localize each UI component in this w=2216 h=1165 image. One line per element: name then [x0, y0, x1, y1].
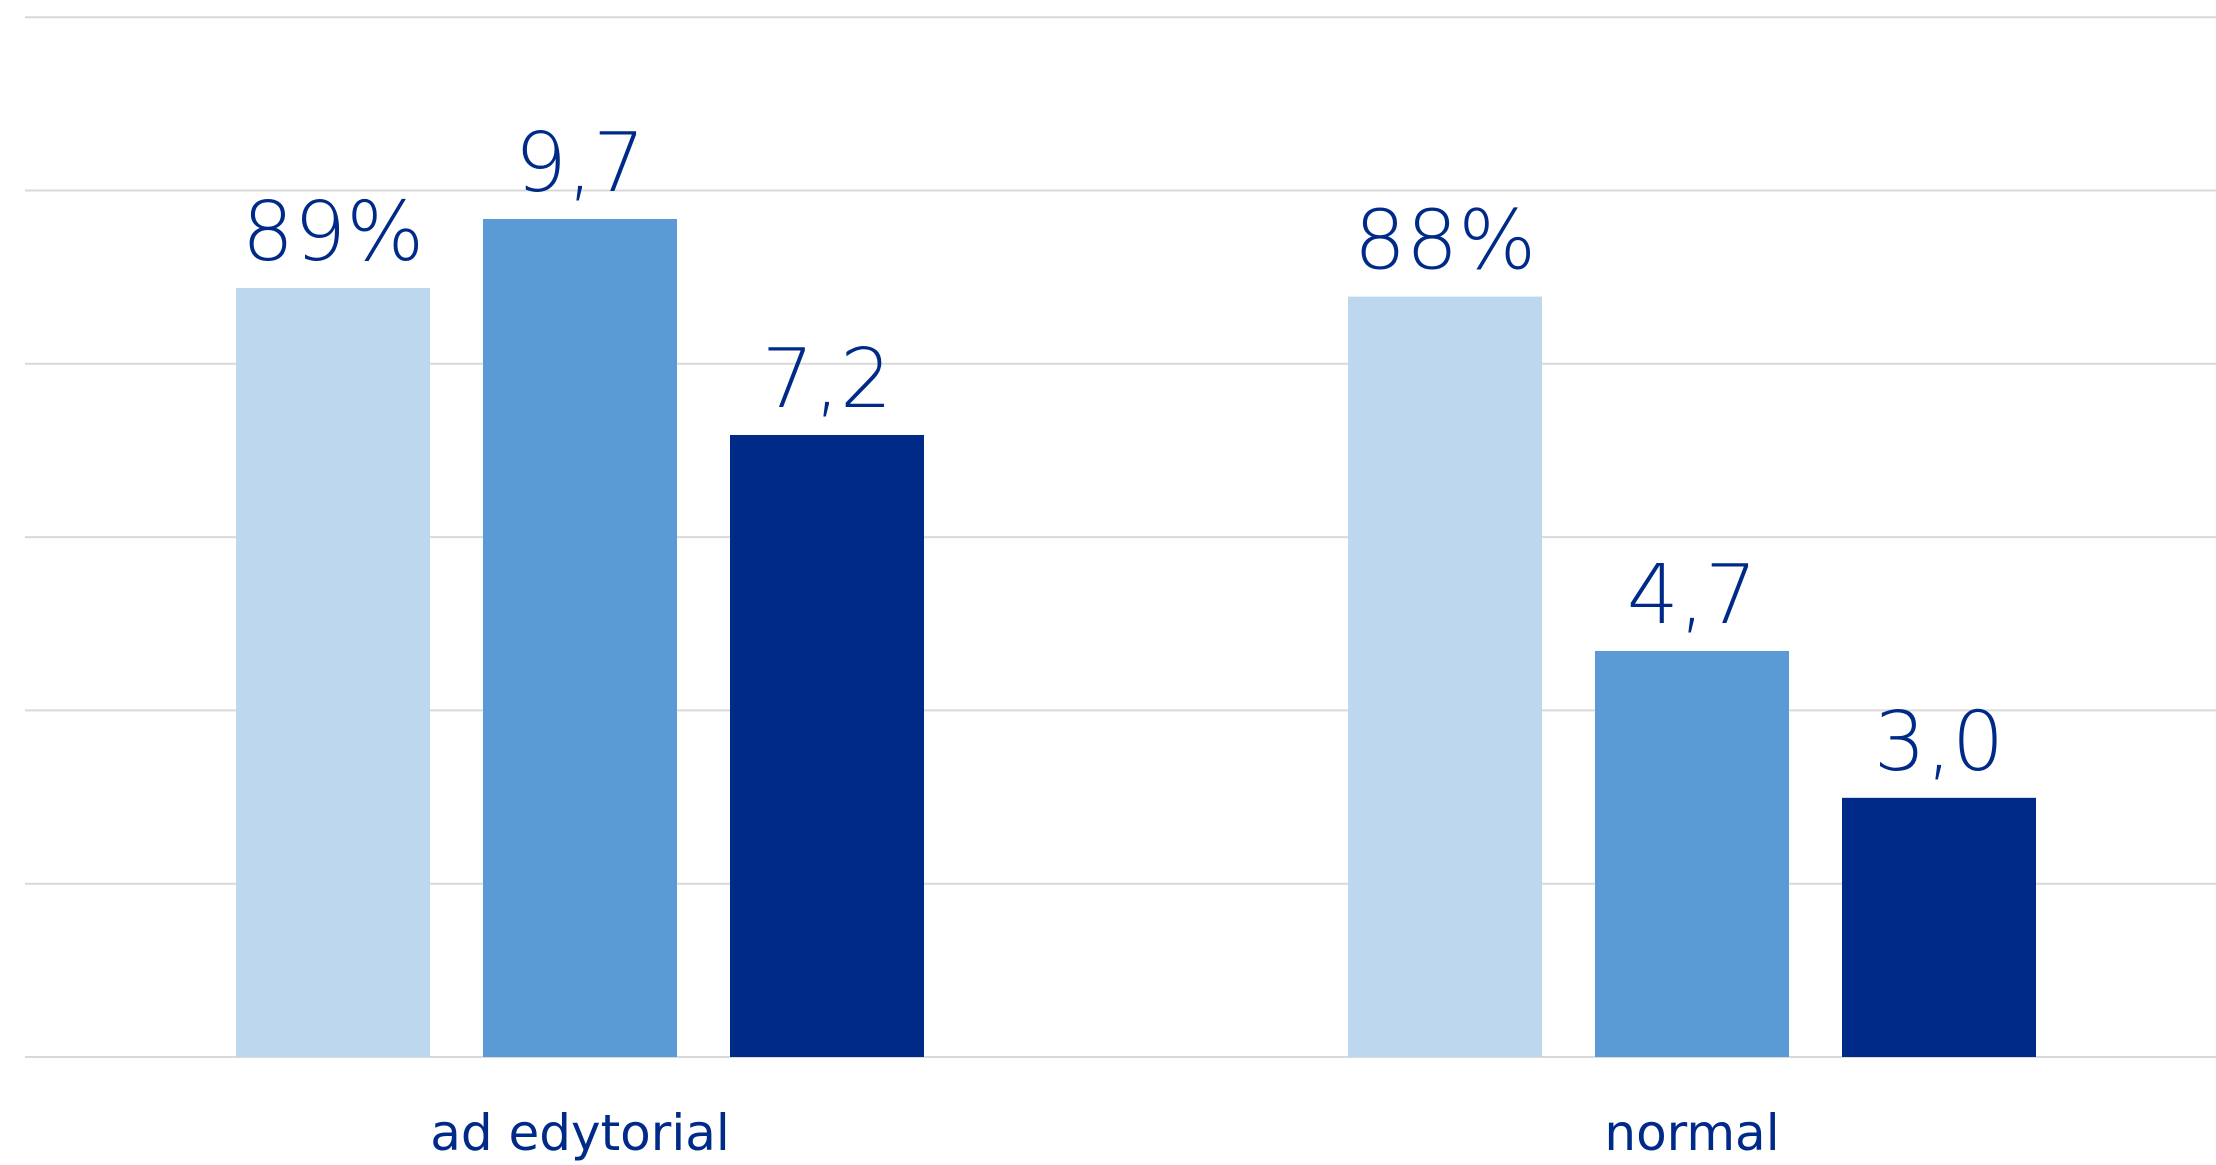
bar — [236, 288, 430, 1057]
bar — [1842, 797, 2036, 1057]
data-label: 7,2 — [762, 332, 892, 427]
bars — [236, 219, 2036, 1057]
bar — [1348, 296, 1542, 1057]
bar — [483, 219, 677, 1057]
category-label: normal — [1604, 1104, 1779, 1162]
data-label: 4,7 — [1627, 548, 1757, 643]
category-labels: ad edytorial normal — [430, 1104, 1779, 1162]
data-labels: 89% 9,7 7,2 88% 4,7 3,0 — [242, 116, 2004, 790]
data-label: 89% — [242, 185, 424, 280]
data-label: 3,0 — [1874, 695, 2004, 790]
data-label: 88% — [1354, 194, 1536, 289]
data-label: 9,7 — [515, 116, 645, 211]
bar — [1595, 650, 1789, 1057]
bar — [730, 434, 924, 1057]
category-label: ad edytorial — [430, 1104, 730, 1162]
